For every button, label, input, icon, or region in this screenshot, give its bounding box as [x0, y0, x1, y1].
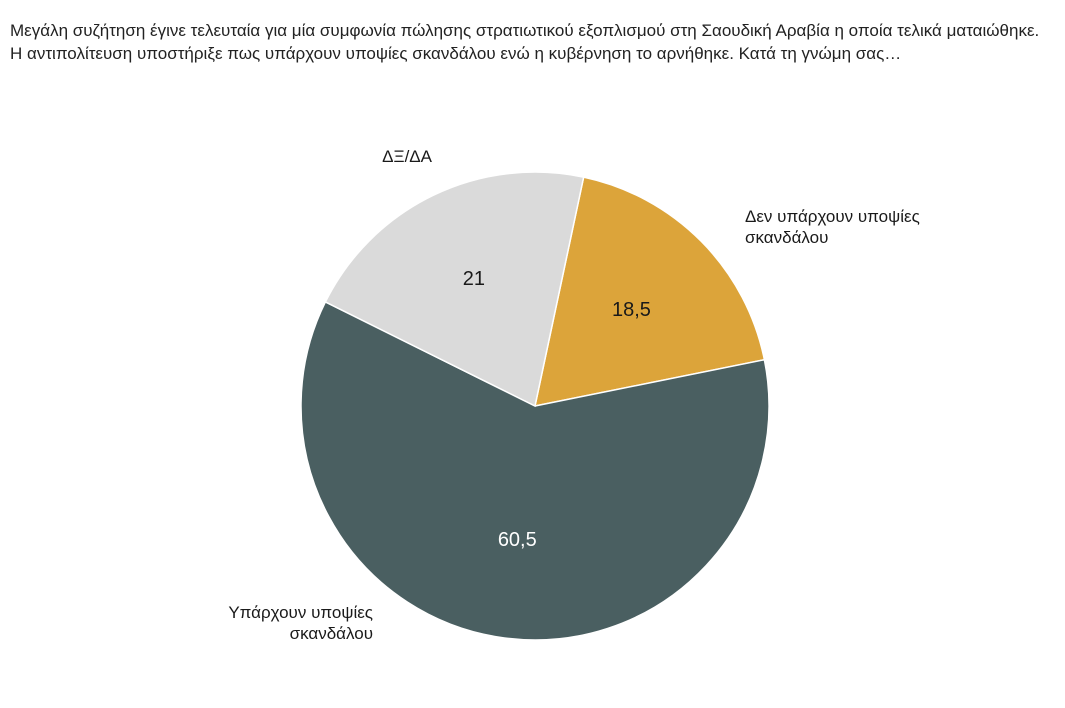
pie-category-label-line: Υπάρχουν υποψίες: [228, 603, 373, 622]
pie-category-label-line: ΔΞ/ΔΑ: [382, 147, 432, 166]
pie-category-label-line: σκανδάλου: [290, 624, 373, 643]
pie-category-label-line: Δεν υπάρχουν υποψίες: [745, 207, 920, 226]
pie-slices: [300, 171, 770, 641]
pie-value-labels: 18,5 60,5 21: [463, 268, 651, 551]
pie-slice-1: [534, 176, 766, 407]
question-text: Μεγάλη συζήτηση έγινε τελευταία για μία …: [10, 21, 1040, 63]
pie-category-label-2: Υπάρχουν υποψίες σκανδάλου: [228, 603, 373, 643]
pie-slice-3: [324, 171, 585, 408]
pie-category-label-1: Δεν υπάρχουν υποψίες σκανδάλου: [745, 207, 920, 247]
pie-value-label-1: 18,5: [612, 299, 651, 321]
pie-category-label-3: ΔΞ/ΔΑ: [382, 147, 432, 166]
pie-category-label-line: σκανδάλου: [745, 228, 828, 247]
pie-slice-2: [300, 300, 770, 641]
pie-value-label-2: 60,5: [498, 529, 537, 551]
pie-value-label-3: 21: [463, 268, 485, 290]
